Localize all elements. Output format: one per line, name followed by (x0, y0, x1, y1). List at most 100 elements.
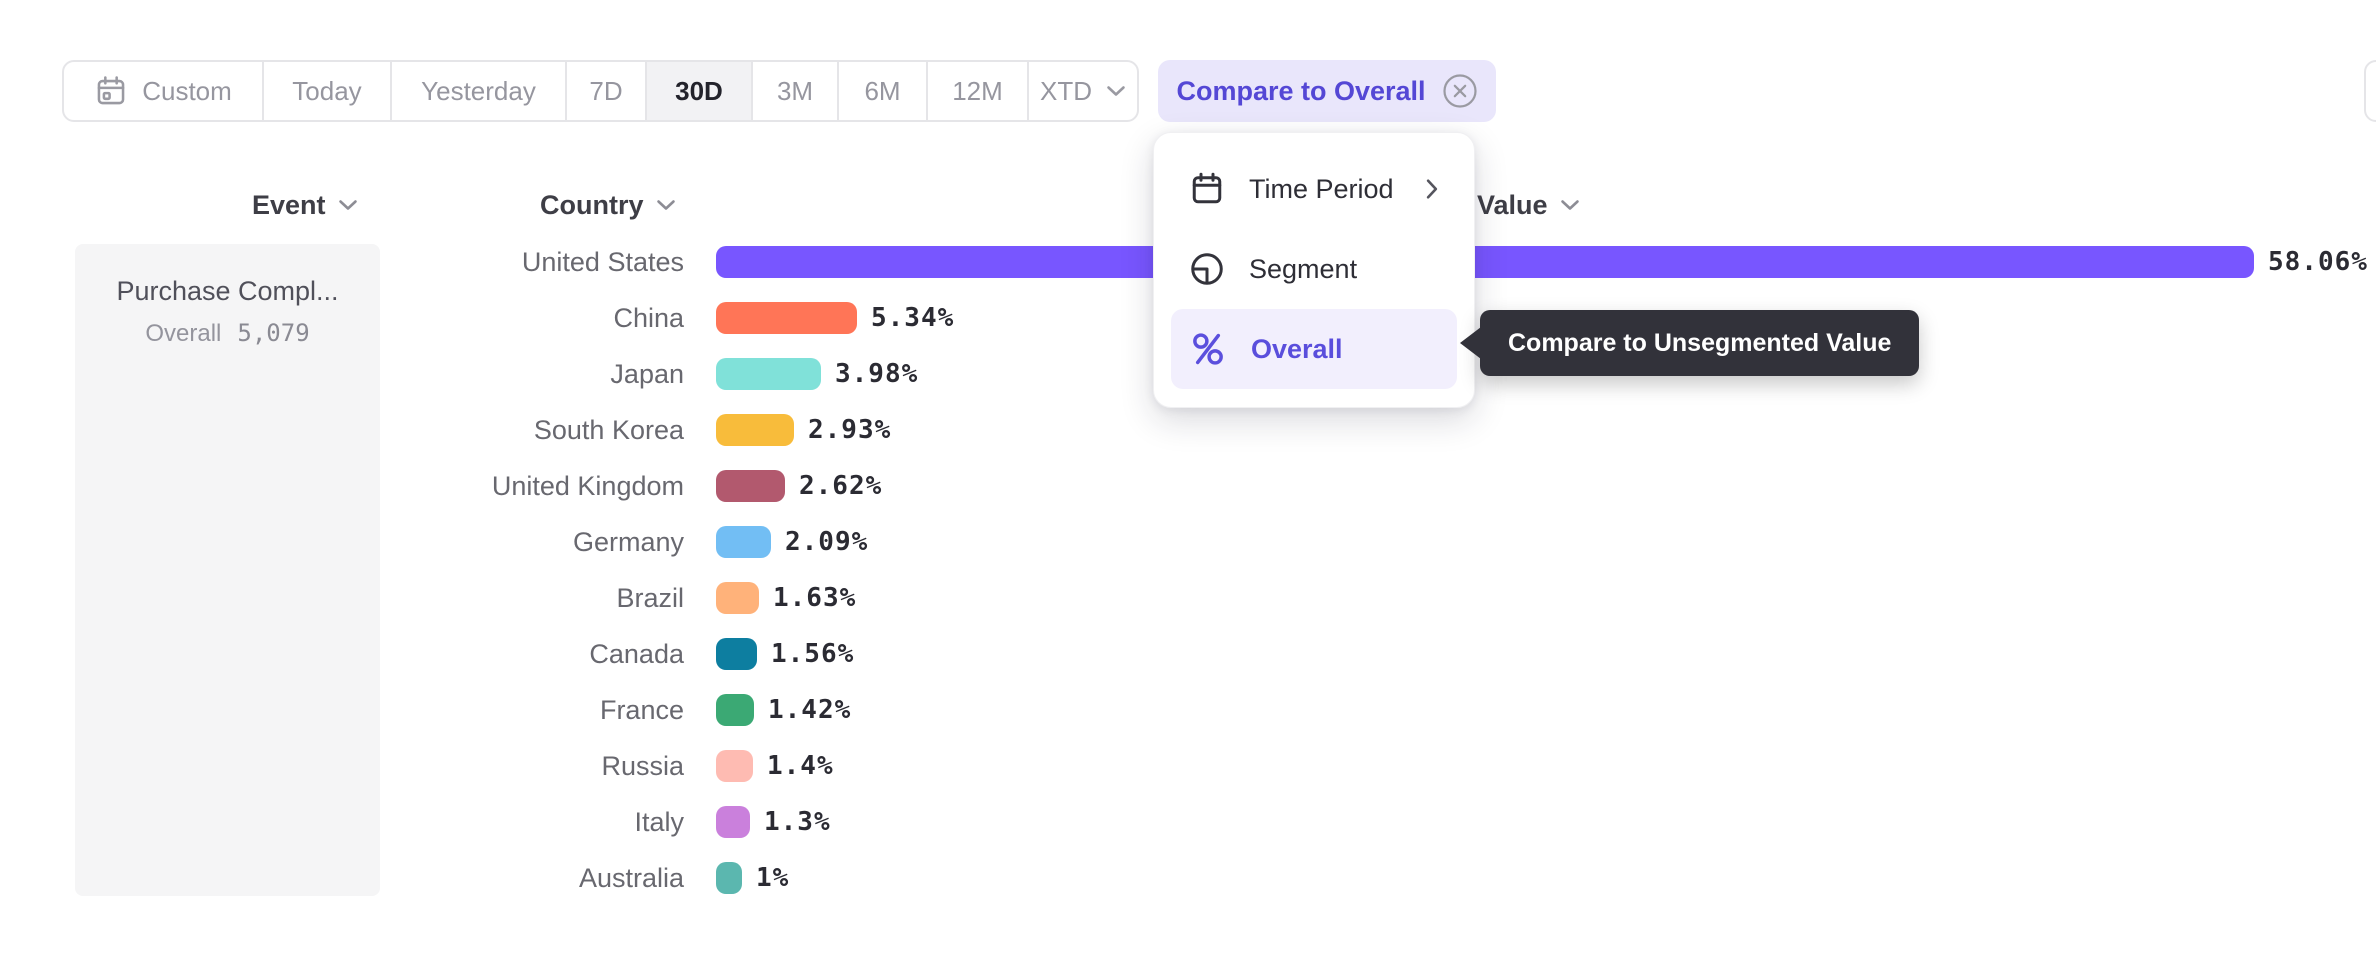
tooltip: Compare to Unsegmented Value (1460, 310, 1920, 376)
bar-united-kingdom[interactable] (716, 470, 785, 502)
event-overall-row: Overall 5,079 (75, 319, 380, 348)
time-range-7d-label: 7D (589, 75, 623, 106)
column-header-event[interactable]: Event (252, 189, 358, 221)
time-range-custom-label: Custom (142, 75, 232, 106)
chevron-right-icon (1425, 178, 1439, 200)
chart-row-germany: Germany 2.09% (0, 514, 2376, 570)
bar-label: France (599, 695, 684, 725)
bar-value: 58.06% (2268, 247, 2368, 277)
segment-icon (1189, 251, 1225, 287)
time-range-6m-label: 6M (864, 75, 901, 106)
bar-label: Brazil (616, 583, 684, 613)
time-range-30d-label: 30D (675, 75, 723, 106)
time-range-30d-button[interactable]: 30D (647, 62, 753, 120)
time-range-yesterday-label: Yesterday (421, 75, 536, 106)
time-range-12m-button[interactable]: 12M (928, 62, 1029, 120)
bar-label: Italy (634, 807, 684, 837)
calendar-icon (94, 74, 128, 108)
menu-item-overall[interactable]: Overall (1171, 309, 1457, 389)
compare-dropdown-menu: Time Period Segment Overall (1153, 132, 1475, 408)
percent-icon (1189, 330, 1227, 368)
bar-japan[interactable] (716, 358, 821, 390)
bar-italy[interactable] (716, 806, 750, 838)
chart-row-united-kingdom: United Kingdom 2.62% (0, 458, 2376, 514)
bar-value: 5.34% (871, 303, 955, 333)
time-range-12m-label: 12M (952, 75, 1003, 106)
time-range-yesterday-button[interactable]: Yesterday (392, 62, 567, 120)
tooltip-arrow-icon (1460, 327, 1481, 359)
bar-label: Germany (572, 527, 684, 557)
bar-label: Japan (610, 359, 684, 389)
bar-value: 1.42% (768, 695, 852, 725)
chart-row-italy: Italy 1.3% (0, 794, 2376, 850)
event-name: Purchase Compl... (116, 276, 339, 306)
chart-row-russia: Russia 1.4% (0, 738, 2376, 794)
bar-brazil[interactable] (716, 582, 759, 614)
menu-item-time-period[interactable]: Time Period (1171, 149, 1457, 229)
time-range-6m-button[interactable]: 6M (839, 62, 928, 120)
tooltip-text: Compare to Unsegmented Value (1508, 328, 1892, 357)
time-range-7d-button[interactable]: 7D (567, 62, 647, 120)
compare-to-overall-label: Compare to Overall (1176, 75, 1426, 106)
column-header-value-label: Value (1477, 189, 1548, 220)
chevron-down-icon (338, 199, 358, 211)
bar-value: 2.62% (799, 471, 883, 501)
time-range-3m-label: 3M (776, 75, 814, 106)
bar-label: South Korea (533, 415, 684, 445)
bar-label: Russia (601, 751, 684, 781)
overall-value: 5,079 (237, 319, 310, 347)
chart-row-canada: Canada 1.56% (0, 626, 2376, 682)
bar-value: 1% (756, 863, 790, 893)
bar-australia[interactable] (716, 862, 742, 894)
menu-item-segment-label: Segment (1249, 253, 1358, 284)
menu-item-overall-label: Overall (1251, 333, 1343, 364)
bar-value: 1.3% (764, 807, 831, 837)
column-header-event-label: Event (252, 189, 326, 220)
time-range-today-button[interactable]: Today (264, 62, 392, 120)
chart-row-united-states: United States 58.06% (0, 234, 2376, 290)
chevron-down-icon (1106, 85, 1126, 97)
overall-label: Overall (145, 320, 222, 347)
chart-row-japan: Japan 3.98% (0, 346, 2376, 402)
circle-x-icon[interactable] (1442, 73, 1478, 109)
bar-united-states[interactable] (716, 246, 2254, 278)
column-header-value[interactable]: Value (1477, 189, 1580, 221)
chart-row-brazil: Brazil 1.63% (0, 570, 2376, 626)
date-range-toolbar: Custom Today Yesterday 7D 30D 3M 6M 12M XTD (62, 60, 1139, 122)
bar-value: 1.63% (773, 583, 857, 613)
bar-label: China (613, 303, 684, 333)
bar-label: Australia (578, 863, 684, 893)
bar-germany[interactable] (716, 526, 771, 558)
calendar-menu-icon (1189, 171, 1225, 207)
time-range-xtd-button[interactable]: XTD (1029, 62, 1137, 120)
column-header-country[interactable]: Country (540, 189, 676, 221)
bar-value: 3.98% (835, 359, 919, 389)
bar-france[interactable] (716, 694, 754, 726)
chart-row-australia: Australia 1% (0, 850, 2376, 906)
chart-row-china: China 5.34% (0, 290, 2376, 346)
bar-label: United Kingdom (491, 471, 684, 501)
time-range-custom-button[interactable]: Custom (64, 62, 264, 120)
bar-south-korea[interactable] (716, 414, 794, 446)
column-header-country-label: Country (540, 189, 644, 220)
chevron-down-icon (1560, 199, 1580, 211)
time-range-xtd-label: XTD (1040, 75, 1092, 106)
menu-item-time-period-label: Time Period (1249, 173, 1394, 204)
chart-row-france: France 1.42% (0, 682, 2376, 738)
bar-canada[interactable] (716, 638, 757, 670)
bar-value: 2.93% (808, 415, 892, 445)
event-list-item[interactable]: Purchase Compl... Overall 5,079 (75, 244, 380, 896)
compare-to-overall-button[interactable]: Compare to Overall (1158, 60, 1496, 122)
bar-value: 2.09% (785, 527, 869, 557)
chart-row-south-korea: South Korea 2.93% (0, 402, 2376, 458)
bar-russia[interactable] (716, 750, 753, 782)
time-range-3m-button[interactable]: 3M (753, 62, 839, 120)
bar-label: United States (521, 247, 684, 277)
menu-item-segment[interactable]: Segment (1171, 229, 1457, 309)
time-range-today-label: Today (292, 75, 362, 106)
bar-value: 1.4% (767, 751, 834, 781)
bar-china[interactable] (716, 302, 857, 334)
bar-value: 1.56% (771, 639, 855, 669)
